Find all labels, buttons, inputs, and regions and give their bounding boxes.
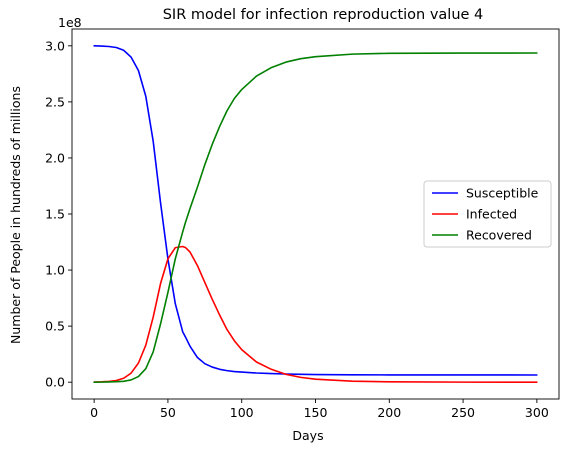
legend-label-susceptible: Susceptible <box>466 186 539 201</box>
chart-title: SIR model for infection reproduction val… <box>163 7 484 23</box>
x-tick-label: 250 <box>451 405 475 420</box>
x-tick-label: 100 <box>230 405 254 420</box>
y-axis: 0.0 0.5 1.0 1.5 2.0 2.5 3.0 <box>45 38 72 390</box>
y-tick-label: 0.0 <box>45 375 65 390</box>
y-tick-label: 3.0 <box>45 38 65 53</box>
y-axis-label: Number of People in hundreds of millions <box>8 86 23 344</box>
series-line-infected <box>93 245 538 383</box>
series-line-susceptible <box>93 45 538 376</box>
legend-label-recovered: Recovered <box>466 228 532 243</box>
legend-label-infected: Infected <box>466 207 517 222</box>
x-tick-label: 200 <box>377 405 401 420</box>
series-line-recovered <box>93 52 538 383</box>
x-tick-label: 50 <box>160 405 176 420</box>
legend-box <box>423 180 552 248</box>
plot-area <box>93 45 538 383</box>
x-axis: 0 50 100 150 200 250 300 <box>90 399 549 420</box>
y-tick-label: 0.5 <box>45 319 65 334</box>
x-tick-label: 0 <box>90 405 98 420</box>
y-tick-label: 1.5 <box>45 207 65 222</box>
y-tick-label: 2.5 <box>45 94 65 109</box>
y-tick-label: 2.0 <box>45 150 65 165</box>
x-axis-label: Days <box>292 428 323 443</box>
y-axis-offset-label: 1e8 <box>58 15 82 30</box>
x-tick-label: 300 <box>525 405 549 420</box>
x-tick-label: 150 <box>304 405 328 420</box>
y-tick-label: 1.0 <box>45 263 65 278</box>
legend: Susceptible Infected Recovered <box>423 180 552 248</box>
